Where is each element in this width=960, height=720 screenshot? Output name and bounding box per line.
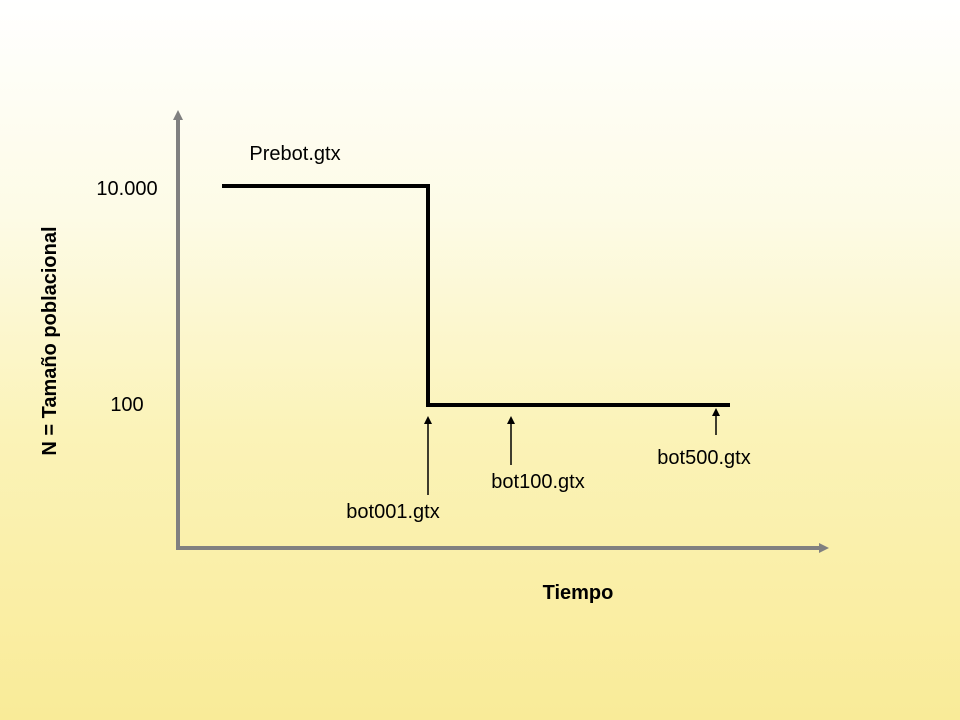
bot500-label: bot500.gtx — [657, 447, 750, 469]
prebot-label: Prebot.gtx — [249, 143, 340, 165]
y-tick-100: 100 — [110, 394, 143, 416]
bot001-label: bot001.gtx — [346, 501, 439, 523]
x-axis-label: Tiempo — [543, 582, 614, 604]
y-axis-label: N = Tamaño poblacional — [39, 226, 61, 455]
bot100-label: bot100.gtx — [491, 471, 584, 493]
y-tick-10000: 10.000 — [96, 178, 157, 200]
population-size-line — [222, 184, 730, 407]
